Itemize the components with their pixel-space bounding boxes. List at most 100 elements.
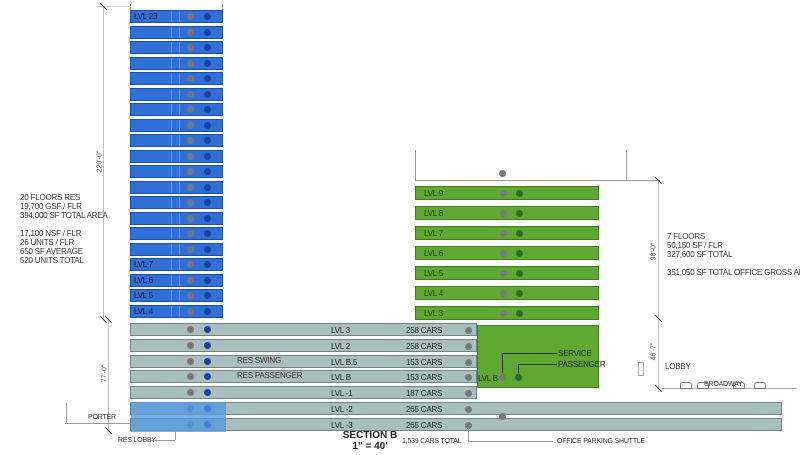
elevator-icon [204, 341, 211, 349]
core-line [179, 197, 180, 208]
elevator-icon [204, 137, 211, 144]
core-line [179, 57, 180, 69]
res-floor [130, 196, 223, 209]
leader-line [518, 364, 557, 365]
res-floor [130, 72, 223, 85]
shuttle-label: OFFICE PARKING SHUTTLE [557, 438, 646, 445]
elevator-icon [187, 292, 194, 299]
core-line [171, 197, 172, 208]
core-line [171, 119, 172, 131]
elevator-icon [187, 59, 194, 67]
elevator-icon [500, 230, 507, 237]
parking-level: LVL B.5 153 CARS [130, 354, 477, 368]
parking-car-count: 258 CARS [406, 326, 443, 335]
floor-label: LVL 7 [134, 260, 154, 269]
elevator-icon [187, 168, 194, 175]
parking-car-count: 265 CARS [406, 420, 443, 430]
elevator-icon [204, 357, 211, 365]
leader-line [502, 353, 503, 373]
core-line [171, 26, 172, 38]
elevator-icon [516, 250, 523, 257]
person-icon [638, 362, 644, 376]
elevator-icon [204, 261, 211, 268]
note-line: 50,150 SF / FLR [667, 241, 723, 250]
note-line: 19,700 GSF / FLR [20, 202, 82, 211]
elevator-icon [204, 75, 211, 82]
res-floor [130, 56, 223, 70]
elevator-icon [204, 13, 211, 20]
office-podium [477, 325, 599, 388]
elevator-icon [204, 28, 211, 36]
elevator-icon [187, 75, 194, 82]
note-spacer [667, 259, 800, 268]
floor-label: LVL 3 [424, 309, 444, 318]
core-line [171, 290, 172, 301]
elevator-icon [187, 152, 194, 160]
note-line: 520 UNITS TOTAL [20, 256, 84, 265]
elevator-icon [187, 261, 194, 268]
elevator-icon [516, 210, 523, 217]
leader-line [468, 428, 469, 441]
core-line [171, 305, 172, 317]
res-passenger-label: RES PASSENGER [237, 371, 303, 380]
core-line [171, 42, 172, 53]
shuttle-elevator-icon [465, 358, 472, 366]
parking-level: LVL 2 258 CARS [130, 338, 477, 352]
elevator-icon [187, 183, 194, 191]
res-floor [130, 180, 223, 194]
car-icon [754, 382, 766, 389]
core-line [171, 88, 172, 100]
car-icon [680, 382, 692, 389]
elevator-icon [187, 13, 194, 20]
ground-line [65, 423, 135, 424]
office-notes: 7 FLOORS 50,150 SF / FLR 327,600 SF TOTAL 3… [667, 232, 800, 277]
core-line [171, 228, 172, 239]
elevator-icon [516, 230, 523, 237]
elevator-icon [187, 307, 194, 315]
res-floor [130, 118, 223, 132]
elevator-icon [204, 121, 211, 129]
passenger-elevator-icon [515, 374, 522, 381]
elevator-icon [204, 44, 211, 51]
office-edge [626, 150, 627, 180]
parking-car-count: 187 CARS [406, 389, 443, 399]
dim-extension [96, 6, 131, 7]
car-icon [733, 382, 745, 389]
core-line [179, 26, 180, 38]
res-floor: LVL 7 [130, 258, 223, 271]
office-floor: LVL 7 [415, 226, 599, 240]
tower-edge [130, 4, 131, 10]
note-line: 394,000 SF TOTAL AREA [20, 211, 108, 220]
shuttle-elevator-icon [465, 406, 472, 413]
leader-line [502, 353, 557, 354]
core-line [179, 73, 180, 84]
floor-label: LVL 7 [424, 229, 444, 238]
note-spacer [20, 220, 108, 229]
elevator-icon [204, 152, 211, 160]
elevator-icon [204, 389, 211, 397]
floor-label: LVL 6 [134, 275, 154, 285]
core-line [179, 166, 180, 177]
core-line [179, 88, 180, 100]
core-line [179, 290, 180, 301]
res-floor [130, 41, 223, 54]
res-lobby-label: RES LOBBY [118, 437, 156, 444]
street-name: BROADWAY [704, 381, 743, 388]
elevator-icon [187, 106, 194, 113]
elevator-icon [516, 270, 523, 277]
service-elevator-icon [499, 374, 506, 381]
parking-car-count: 153 CARS [406, 373, 443, 383]
parking-level-label: LVL 2 [331, 341, 351, 351]
shuttle-stop-icon [499, 413, 506, 420]
core-line [179, 11, 180, 22]
elevator-icon [204, 90, 211, 98]
car-icon [697, 382, 709, 389]
elevator-icon [204, 106, 211, 113]
core-line [171, 243, 172, 255]
elevator-icon [187, 28, 194, 36]
core-line [179, 212, 180, 224]
elevator-icon [500, 310, 507, 317]
porter-label: PORTER [88, 414, 116, 421]
office-floor: LVL 8 [415, 206, 599, 220]
floor-label: LVL 6 [424, 249, 444, 258]
